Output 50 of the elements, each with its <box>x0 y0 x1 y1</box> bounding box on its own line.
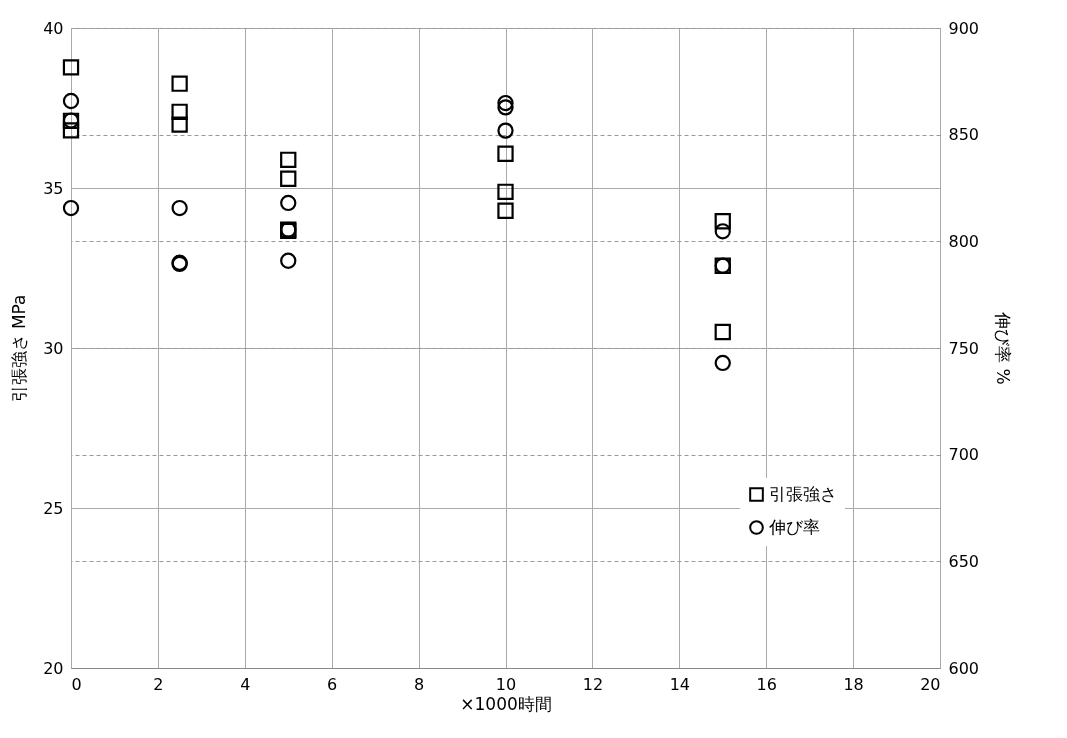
x-tick-label: 18 <box>843 674 864 694</box>
point <box>714 223 731 240</box>
x-tick-label: 20 <box>920 674 941 694</box>
legend-label: 伸び率 <box>768 516 820 537</box>
point <box>497 99 514 116</box>
point <box>497 122 514 139</box>
y2-tick-label: 800 <box>948 231 980 251</box>
y2-tick-label: 750 <box>948 338 980 358</box>
y-tick-label: 35 <box>43 178 64 198</box>
point <box>280 194 297 212</box>
point <box>280 170 297 187</box>
point <box>62 59 80 76</box>
point <box>497 183 514 201</box>
point <box>280 151 297 169</box>
point <box>497 202 514 219</box>
point <box>714 213 731 230</box>
point <box>497 145 514 162</box>
point <box>62 122 80 139</box>
y-tick-label: 40 <box>43 18 64 38</box>
y2-tick-label: 900 <box>948 18 980 38</box>
x-tick-label: 4 <box>240 674 251 694</box>
y2-axis-title: 伸び率 % <box>993 311 1014 385</box>
x-tick-label: 6 <box>327 674 338 694</box>
point <box>62 92 80 110</box>
point <box>171 103 188 121</box>
x-tick-label: 2 <box>153 674 164 694</box>
point <box>62 199 80 217</box>
x-tick-label: 8 <box>414 674 425 694</box>
y2-tick-label: 700 <box>948 445 980 465</box>
x-tick-label: 10 <box>495 674 517 694</box>
y-tick-label: 20 <box>43 658 64 678</box>
x-tick-label: 0 <box>71 674 82 694</box>
legend-label: 引張強さ <box>769 483 837 504</box>
x-tick-label: 12 <box>582 674 604 694</box>
point <box>280 252 297 269</box>
y2-tick-label: 600 <box>948 658 980 678</box>
x-tick-label: 16 <box>756 674 777 694</box>
point <box>714 354 731 372</box>
y-axis-title: 引張強さ MPa <box>9 294 30 403</box>
x-tick-label: 14 <box>669 674 690 694</box>
point <box>497 94 514 112</box>
y-tick-label: 25 <box>43 498 64 518</box>
point <box>714 323 731 341</box>
x-axis-title: ×1000時間 <box>460 693 552 714</box>
y-tick-label: 30 <box>43 338 64 358</box>
point <box>171 75 188 92</box>
point <box>171 116 188 133</box>
y2-tick-label: 850 <box>948 125 980 145</box>
y2-tick-label: 650 <box>948 551 980 571</box>
point <box>171 199 188 217</box>
